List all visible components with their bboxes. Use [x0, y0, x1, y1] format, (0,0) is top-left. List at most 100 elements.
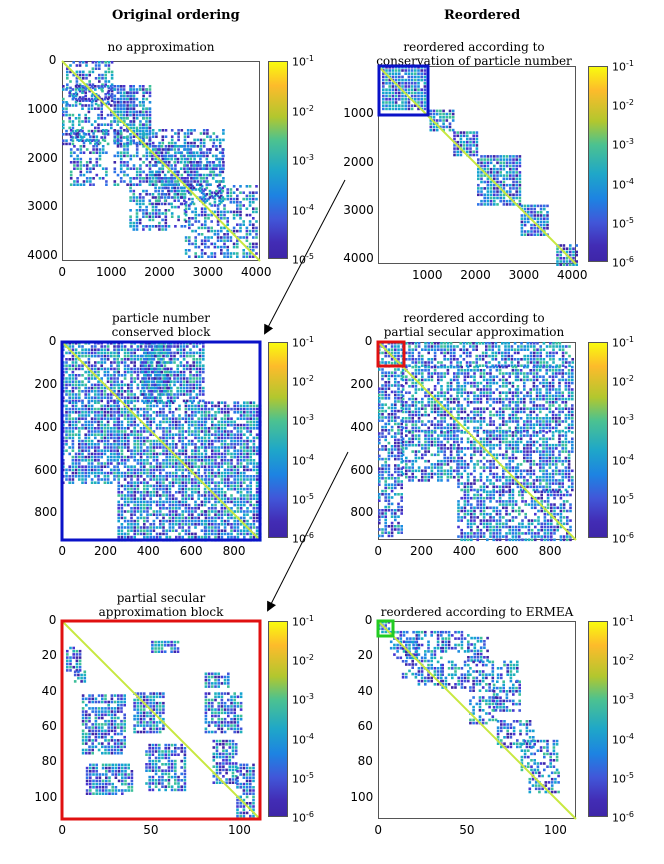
matrix-entry: [162, 407, 165, 411]
matrix-entry: [249, 468, 252, 472]
matrix-entry: [195, 183, 199, 186]
matrix-entry: [138, 193, 142, 196]
matrix-entry: [388, 85, 391, 88]
matrix-entry: [496, 161, 499, 165]
matrix-entry: [469, 153, 472, 157]
matrix-entry: [223, 519, 227, 523]
matrix-entry: [212, 138, 216, 142]
matrix-entry: [499, 196, 502, 200]
matrix-entry: [435, 109, 439, 113]
matrix-entry: [162, 452, 165, 456]
matrix-entry: [71, 377, 75, 380]
matrix-entry: [184, 407, 188, 411]
matrix-entry: [171, 523, 175, 526]
matrix-entry: [146, 500, 149, 504]
matrix-entry: [120, 507, 124, 510]
matrix-entry: [385, 98, 388, 101]
matrix-entry: [107, 102, 111, 106]
matrix-entry: [90, 348, 94, 351]
matrix-entry: [97, 393, 100, 396]
matrix-entry: [203, 423, 207, 427]
matrix-entry: [179, 154, 183, 158]
matrix-entry: [509, 155, 512, 158]
matrix-entry: [133, 459, 136, 462]
matrix-entry: [97, 439, 100, 443]
matrix-entry: [456, 147, 459, 150]
matrix-entry: [78, 86, 82, 90]
matrix-entry: [65, 104, 68, 107]
matrix-entry: [191, 507, 194, 510]
matrix-entry: [130, 468, 133, 472]
matrix-entry: [175, 503, 178, 507]
matrix-entry: [214, 411, 217, 414]
matrix-entry: [142, 88, 145, 91]
matrix-entry: [220, 433, 224, 436]
matrix-entry: [569, 244, 572, 247]
matrix-entry: [117, 468, 120, 472]
matrix-entry: [149, 374, 152, 377]
matrix-entry: [90, 101, 94, 104]
matrix-entry: [232, 185, 236, 188]
matrix-entry: [236, 242, 239, 246]
matrix-entry: [146, 475, 149, 478]
matrix-entry: [160, 196, 164, 199]
matrix-entry: [176, 170, 180, 174]
matrix-entry: [385, 88, 388, 91]
matrix-entry: [183, 164, 186, 167]
matrix-entry: [123, 396, 127, 399]
matrix-entry: [155, 380, 159, 383]
matrix-entry: [87, 455, 91, 459]
matrix-entry: [78, 471, 81, 475]
matrix-entry: [230, 523, 233, 526]
matrix-entry: [194, 404, 197, 408]
matrix-entry: [88, 89, 91, 93]
matrix-entry: [148, 173, 152, 177]
matrix-entry: [74, 129, 78, 133]
matrix-entry: [246, 500, 249, 504]
matrix-entry: [152, 377, 156, 380]
matrix-entry: [217, 404, 220, 408]
matrix-entry: [90, 123, 94, 126]
matrix-entry: [155, 390, 159, 393]
matrix-entry: [236, 497, 240, 500]
matrix-entry: [133, 455, 136, 459]
matrix-entry: [159, 370, 162, 374]
matrix-entry: [90, 386, 94, 390]
matrix-entry: [106, 462, 110, 465]
matrix-entry: [483, 174, 486, 177]
matrix-entry: [176, 193, 180, 196]
matrix-entry: [227, 478, 230, 481]
matrix-entry: [223, 207, 226, 210]
matrix-entry: [229, 197, 233, 201]
matrix-entry: [194, 465, 197, 468]
matrix-entry: [188, 191, 191, 194]
matrix-entry: [68, 452, 71, 456]
matrix-entry: [146, 401, 149, 404]
matrix-entry: [227, 484, 230, 488]
matrix-entry: [74, 462, 78, 465]
matrix-entry: [178, 532, 181, 536]
matrix-entry: [148, 177, 152, 180]
matrix-entry: [97, 94, 100, 98]
matrix-entry: [145, 189, 148, 193]
matrix-entry: [239, 407, 243, 411]
matrix-entry: [187, 529, 191, 532]
matrix-entry: [166, 348, 170, 351]
matrix-entry: [130, 526, 133, 529]
matrix-entry: [232, 201, 236, 204]
matrix-entry: [103, 396, 107, 399]
matrix-entry: [117, 423, 120, 427]
matrix-entry: [200, 535, 204, 539]
matrix-entry: [167, 151, 170, 154]
matrix-entry: [216, 229, 220, 233]
matrix-entry: [155, 462, 159, 465]
matrix-entry: [149, 427, 152, 430]
matrix-entry: [162, 462, 165, 465]
matrix-entry: [129, 196, 132, 199]
matrix-entry: [154, 180, 157, 183]
matrix-entry: [483, 161, 486, 165]
matrix-entry: [255, 471, 259, 475]
matrix-entry: [502, 158, 506, 161]
matrix-entry: [73, 164, 76, 167]
matrix-entry: [165, 529, 168, 532]
